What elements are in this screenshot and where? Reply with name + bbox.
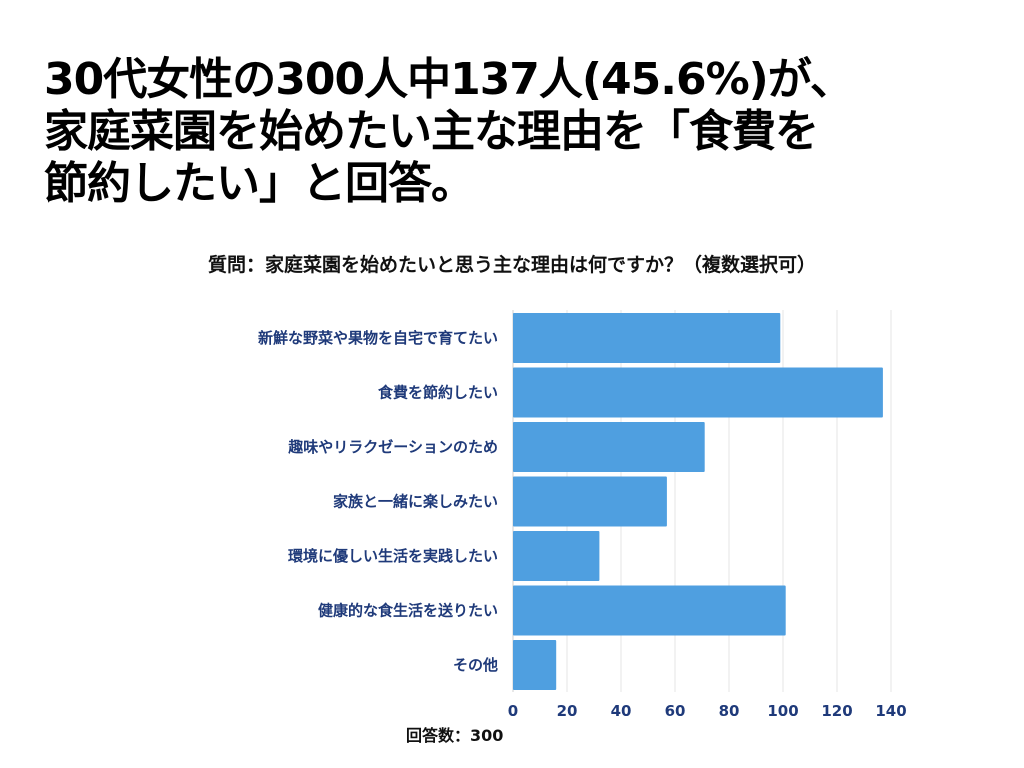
response-count: 回答数：300	[406, 726, 504, 745]
bar	[513, 367, 883, 418]
x-tick-label: 80	[719, 702, 740, 720]
x-axis-ticks: 0 20 40 60 80 100 120 140	[508, 702, 907, 720]
bar	[513, 585, 786, 636]
bar	[513, 640, 557, 690]
bar	[513, 476, 667, 527]
category-label: 趣味やリラクゼーションのため	[287, 438, 498, 456]
bar	[513, 422, 705, 472]
bars	[513, 313, 883, 690]
category-label: その他	[453, 656, 498, 674]
headline-line-2: 家庭菜園を始めたい主な理由を「食費を	[44, 106, 819, 157]
headline-line-3: 節約したい」と回答。	[44, 158, 475, 209]
category-label: 健康的な食生活を送りたい	[318, 602, 498, 620]
headline: 30代女性の300人中137人(45.6%)が、 家庭菜園を始めたい主な理由を「…	[44, 54, 1004, 210]
x-tick-label: 100	[767, 702, 798, 720]
headline-line-1: 30代女性の300人中137人(45.6%)が、	[44, 54, 854, 105]
bar	[513, 531, 600, 581]
category-labels: 新鮮な野菜や果物を自宅で育てたい食費を節約したい趣味やリラクゼーションのため家族…	[258, 329, 498, 674]
x-tick-label: 40	[611, 702, 632, 720]
x-tick-label: 140	[875, 702, 906, 720]
category-label: 新鮮な野菜や果物を自宅で育てたい	[258, 329, 498, 347]
chart-title: 質問：家庭菜園を始めたいと思う主な理由は何ですか？（複数選択可）	[207, 254, 816, 276]
category-label: 環境に優しい生活を実践したい	[288, 547, 498, 565]
x-tick-label: 20	[557, 702, 578, 720]
x-tick-label: 60	[665, 702, 686, 720]
x-tick-label: 120	[821, 702, 852, 720]
x-tick-label: 0	[508, 702, 518, 720]
category-label: 食費を節約したい	[378, 384, 498, 402]
bar	[513, 313, 781, 363]
category-label: 家族と一緒に楽しみたい	[333, 493, 498, 511]
